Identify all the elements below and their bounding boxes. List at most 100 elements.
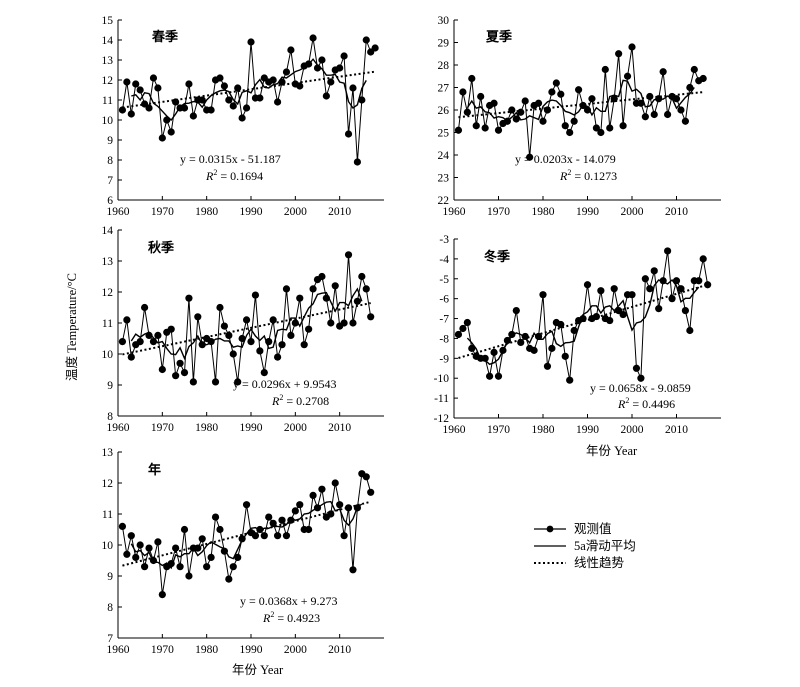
observed-point	[136, 338, 144, 346]
legend-observed-marker	[546, 525, 554, 533]
observed-point	[305, 60, 313, 68]
observed-point	[274, 353, 282, 361]
observed-point	[477, 92, 485, 101]
observed-point	[503, 336, 511, 345]
observed-point	[282, 285, 291, 293]
y-tick-label: 13	[102, 447, 114, 459]
observed-point	[659, 68, 667, 76]
x-tick-label: 1980	[532, 206, 555, 218]
observed-point	[287, 516, 295, 524]
observed-point	[588, 95, 596, 103]
observed-point	[127, 353, 135, 361]
y-tick-label: 7	[107, 175, 113, 187]
trend-equation: y = 0.0658x - 9.0859	[590, 381, 691, 395]
observed-point	[677, 106, 685, 114]
observed-point	[521, 332, 529, 341]
y-tick-label: 12	[102, 75, 114, 87]
observed-point	[158, 591, 166, 599]
observed-point	[149, 556, 158, 565]
trend-equation: y = 0.0368x + 9.273	[240, 594, 338, 608]
y-tick-label: 8	[107, 602, 113, 614]
observed-point	[172, 98, 180, 106]
y-tick-label: 11	[102, 318, 113, 330]
panel-title: 冬季	[484, 249, 510, 264]
observed-point	[632, 364, 641, 372]
panel-title: 春季	[151, 29, 178, 44]
x-tick-label: 1960	[107, 206, 130, 218]
y-tick-label: 11	[102, 95, 113, 107]
r-squared: R2 = 0.1273	[559, 168, 617, 183]
observed-point	[548, 344, 556, 352]
observed-point	[309, 285, 317, 293]
observed-point	[123, 550, 131, 558]
observed-point	[664, 247, 672, 255]
observed-point	[265, 513, 273, 521]
x-tick-label: 1990	[576, 424, 599, 436]
observed-point	[606, 316, 614, 325]
observed-point	[211, 513, 220, 521]
observed-point	[481, 124, 489, 132]
observed-point	[167, 560, 175, 568]
observed-point	[677, 285, 685, 293]
observed-point	[141, 563, 149, 571]
observed-point	[194, 313, 202, 321]
observed-point	[468, 74, 476, 83]
observed-point	[686, 326, 694, 335]
observed-point	[305, 525, 313, 534]
observed-point	[136, 541, 144, 549]
observed-point	[154, 331, 162, 339]
x-tick-label: 2010	[328, 206, 351, 218]
y-tick-label: 29	[438, 38, 450, 50]
y-tick-label: 23	[438, 173, 450, 185]
observed-point	[530, 346, 538, 354]
x-tick-label: 1980	[532, 424, 555, 436]
observed-point	[322, 294, 330, 302]
observed-point	[610, 285, 618, 293]
observed-point	[561, 352, 569, 360]
x-tick-label: 2010	[328, 422, 351, 434]
observed-point	[225, 575, 233, 583]
observed-point	[459, 88, 467, 96]
observed-point	[269, 519, 277, 527]
observed-point	[278, 78, 286, 86]
observed-point	[278, 516, 286, 524]
x-tick-label: 2010	[665, 206, 688, 218]
observed-point	[189, 112, 197, 120]
observed-point	[265, 338, 273, 346]
r-squared: R2 = 0.4923	[262, 610, 320, 625]
observed-point	[287, 331, 295, 339]
observed-point	[198, 341, 206, 349]
observed-point	[349, 84, 357, 92]
trend-line	[458, 283, 708, 359]
observed-point	[167, 325, 175, 333]
observed-point	[508, 106, 516, 114]
y-tick-label: 9	[107, 571, 113, 583]
observed-point	[123, 78, 131, 86]
observed-point	[136, 86, 144, 94]
observed-point	[256, 347, 264, 355]
observed-point	[145, 544, 153, 552]
observed-point	[185, 572, 193, 580]
observed-point	[539, 291, 547, 299]
observed-point	[242, 501, 251, 509]
observed-point	[322, 92, 330, 100]
y-tick-label: 14	[102, 35, 114, 47]
observed-point	[534, 332, 543, 341]
observed-point	[592, 124, 601, 132]
observed-point	[309, 34, 317, 42]
observed-point	[690, 65, 698, 74]
x-tick-label: 1990	[240, 644, 263, 656]
y-tick-label: -12	[434, 413, 450, 425]
observed-point	[494, 126, 503, 134]
observed-point	[552, 79, 560, 87]
observed-point	[340, 52, 348, 60]
observed-point	[238, 535, 246, 543]
x-tick-label: 1980	[195, 422, 218, 434]
y-tick-label: 8	[107, 411, 113, 423]
observed-point	[229, 350, 237, 358]
y-tick-label: -8	[439, 333, 449, 345]
y-tick-label: 30	[438, 15, 450, 27]
observed-point	[145, 331, 153, 339]
panels: 6 7 8 9 10 11 12 13 14 15 1960 1970 1980 1990 2000 2010…	[102, 15, 721, 677]
observed-point	[313, 64, 322, 72]
